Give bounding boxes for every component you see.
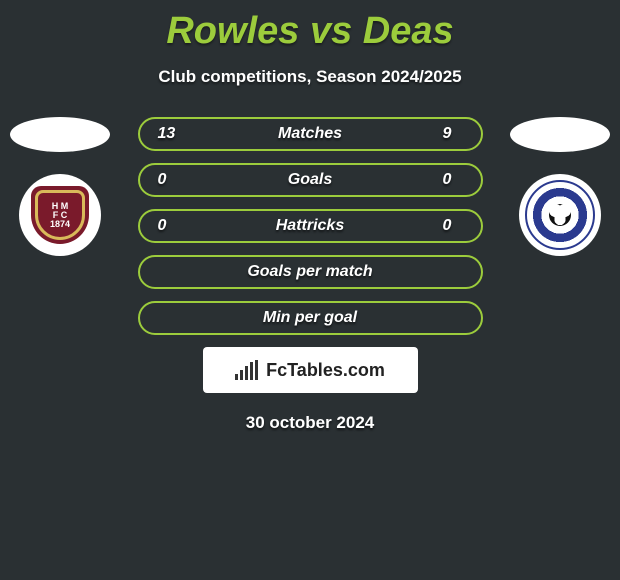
crest-text: H MF C1874 (50, 202, 70, 229)
stat-left-value: 0 (158, 171, 178, 189)
stat-left-value: 0 (158, 217, 178, 235)
club-badge-right (519, 174, 601, 256)
stat-row-matches: 13 Matches 9 (138, 117, 483, 151)
snapshot-date: 30 october 2024 (0, 413, 620, 433)
stat-right-value: 0 (443, 171, 463, 189)
stat-row-goals-per-match: Goals per match (138, 255, 483, 289)
page-title: Rowles vs Deas (0, 0, 620, 53)
club-badge-left: H MF C1874 (19, 174, 101, 256)
stat-left-value: 13 (158, 125, 178, 143)
stat-row-min-per-goal: Min per goal (138, 301, 483, 335)
stat-right-value: 0 (443, 217, 463, 235)
stat-label: Hattricks (178, 217, 443, 235)
stat-label: Min per goal (263, 309, 357, 327)
player-left-slot: H MF C1874 (10, 117, 110, 256)
stat-row-goals: 0 Goals 0 (138, 163, 483, 197)
player-right-slot (510, 117, 610, 256)
stat-label: Goals per match (247, 263, 372, 281)
stat-rows: 13 Matches 9 0 Goals 0 0 Hattricks 0 Goa… (138, 117, 483, 335)
bar-chart-icon (235, 360, 258, 380)
football-icon (549, 204, 571, 226)
stat-label: Matches (178, 125, 443, 143)
stat-row-hattricks: 0 Hattricks 0 (138, 209, 483, 243)
source-logo: FcTables.com (203, 347, 418, 393)
page-subtitle: Club competitions, Season 2024/2025 (0, 67, 620, 87)
source-logo-text: FcTables.com (266, 360, 385, 381)
player-left-avatar (10, 117, 110, 152)
kilmarnock-crest-icon (525, 180, 595, 250)
stat-label: Goals (178, 171, 443, 189)
comparison-panel: H MF C1874 13 Matches 9 0 Goals 0 0 Hatt… (0, 117, 620, 433)
hearts-crest-icon: H MF C1874 (31, 186, 89, 244)
stat-right-value: 9 (443, 125, 463, 143)
player-right-avatar (510, 117, 610, 152)
